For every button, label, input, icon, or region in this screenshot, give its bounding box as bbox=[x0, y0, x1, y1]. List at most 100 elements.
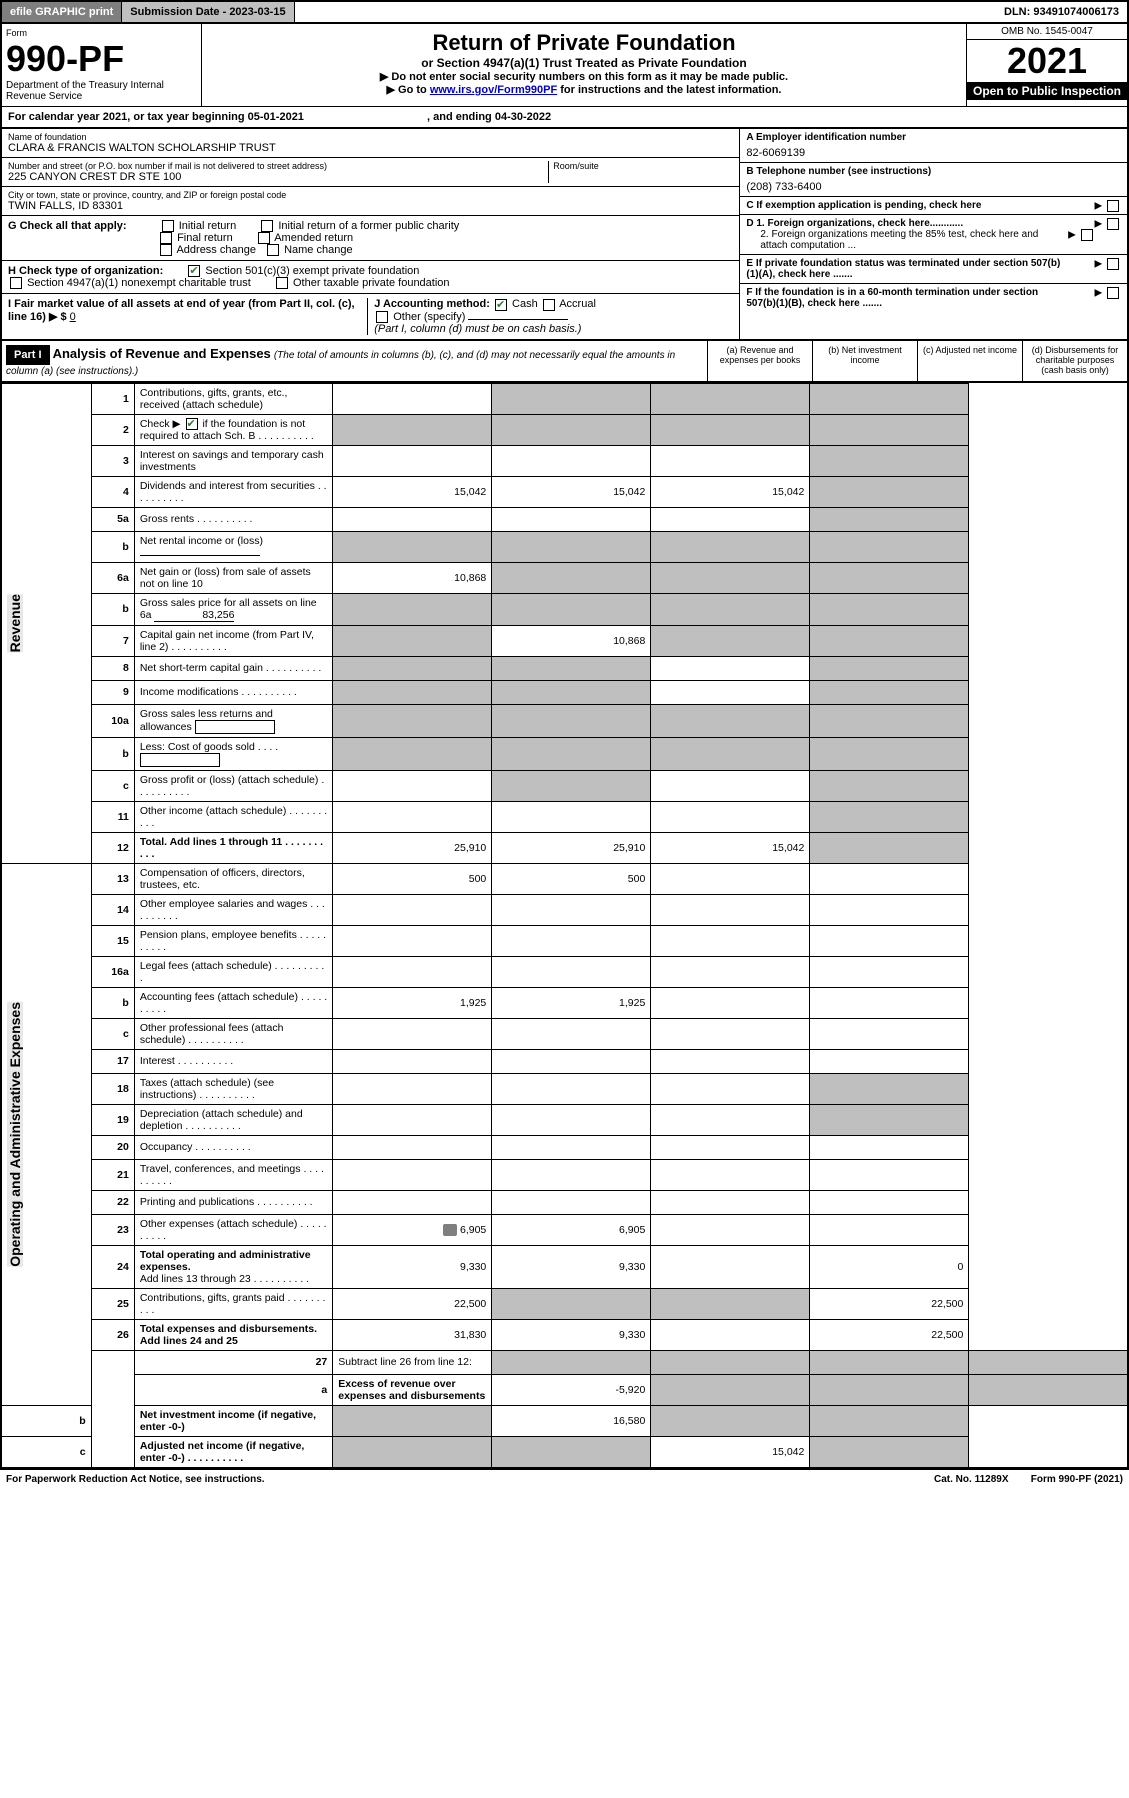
line-17-desc: Interest bbox=[134, 1049, 332, 1073]
line-24-b: 9,330 bbox=[492, 1245, 651, 1288]
line-14-desc: Other employee salaries and wages bbox=[134, 894, 332, 925]
line-25-desc: Contributions, gifts, grants paid bbox=[134, 1288, 332, 1319]
cat-no: Cat. No. 11289X bbox=[934, 1474, 1008, 1485]
expenses-side-label: Operating and Administrative Expenses bbox=[7, 1002, 23, 1267]
analysis-table: Revenue 1Contributions, gifts, grants, e… bbox=[0, 383, 1129, 1469]
line-12-a: 25,910 bbox=[333, 832, 492, 863]
line-12-desc: Total. Add lines 1 through 11 bbox=[134, 832, 332, 863]
line-4-b: 15,042 bbox=[492, 476, 651, 507]
form-subtitle: or Section 4947(a)(1) Trust Treated as P… bbox=[208, 56, 960, 70]
form-header: Form 990-PF Department of the Treasury I… bbox=[0, 24, 1129, 106]
foreign-85-checkbox[interactable] bbox=[1081, 229, 1093, 241]
g-opt-5: Name change bbox=[284, 244, 353, 256]
room-suite-label: Room/suite bbox=[553, 161, 733, 171]
note-post: for instructions and the latest informat… bbox=[557, 84, 781, 96]
amended-return-checkbox[interactable] bbox=[258, 232, 270, 244]
name-change-checkbox[interactable] bbox=[267, 244, 279, 256]
line-18-desc: Taxes (attach schedule) (see instruction… bbox=[134, 1073, 332, 1104]
h-opt-1: Section 501(c)(3) exempt private foundat… bbox=[205, 265, 419, 277]
line-4-c: 15,042 bbox=[651, 476, 810, 507]
e-label: E If private foundation status was termi… bbox=[746, 258, 1066, 280]
line-24-desc: Total operating and administrative expen… bbox=[134, 1245, 332, 1288]
line-26-b: 9,330 bbox=[492, 1319, 651, 1350]
initial-return-former-checkbox[interactable] bbox=[261, 220, 273, 232]
j-label: J Accounting method: bbox=[374, 298, 490, 310]
tax-year-begin: 05-01-2021 bbox=[248, 111, 304, 123]
line-10c-desc: Gross profit or (loss) (attach schedule) bbox=[134, 770, 332, 801]
i-label: I Fair market value of all assets at end… bbox=[8, 298, 355, 323]
line-10a-desc: Gross sales less returns and allowances bbox=[134, 704, 332, 737]
col-c-header: (c) Adjusted net income bbox=[917, 341, 1022, 381]
line-27b-desc: Net investment income (if negative, ente… bbox=[134, 1405, 332, 1436]
cash-method-checkbox[interactable] bbox=[495, 299, 507, 311]
line-27-desc: Subtract line 26 from line 12: bbox=[333, 1350, 492, 1374]
phone-label: B Telephone number (see instructions) bbox=[746, 166, 1121, 177]
line-13-b: 500 bbox=[492, 863, 651, 894]
line-12-b: 25,910 bbox=[492, 832, 651, 863]
instructions-link[interactable]: www.irs.gov/Form990PF bbox=[430, 84, 557, 96]
line-10b-desc: Less: Cost of goods sold . . . . bbox=[134, 737, 332, 770]
top-bar: efile GRAPHIC print Submission Date - 20… bbox=[0, 0, 1129, 24]
phone-value: (208) 733-6400 bbox=[746, 177, 1121, 193]
calyear-mid: , and ending bbox=[427, 111, 495, 123]
calyear-pre: For calendar year 2021, or tax year begi… bbox=[8, 111, 248, 123]
501c3-checkbox[interactable] bbox=[188, 265, 200, 277]
g-opt-1: Initial return of a former public charit… bbox=[278, 220, 459, 232]
section-h: H Check type of organization: Section 50… bbox=[2, 261, 739, 294]
attachment-icon[interactable] bbox=[443, 1224, 457, 1236]
sch-b-not-required-checkbox[interactable] bbox=[186, 418, 198, 430]
h-opt-3: Other taxable private foundation bbox=[293, 277, 450, 289]
final-return-checkbox[interactable] bbox=[160, 232, 172, 244]
h-opt-2: Section 4947(a)(1) nonexempt charitable … bbox=[27, 277, 251, 289]
exemption-pending-checkbox[interactable] bbox=[1107, 200, 1119, 212]
other-method-checkbox[interactable] bbox=[376, 311, 388, 323]
60-month-termination-checkbox[interactable] bbox=[1107, 287, 1119, 299]
line-26-desc: Total expenses and disbursements. Add li… bbox=[134, 1319, 332, 1350]
address: 225 CANYON CREST DR STE 100 bbox=[8, 171, 548, 183]
ein-value: 82-6069139 bbox=[746, 143, 1121, 159]
privacy-note: ▶ Do not enter social security numbers o… bbox=[208, 70, 960, 83]
part1-label: Part I bbox=[6, 345, 50, 365]
line-16b-desc: Accounting fees (attach schedule) bbox=[134, 987, 332, 1018]
efile-print-button[interactable]: efile GRAPHIC print bbox=[2, 2, 122, 22]
line-21-desc: Travel, conferences, and meetings bbox=[134, 1159, 332, 1190]
line-16c-desc: Other professional fees (attach schedule… bbox=[134, 1018, 332, 1049]
line-6b-val: 83,256 bbox=[154, 609, 234, 622]
initial-return-checkbox[interactable] bbox=[162, 220, 174, 232]
j-cash: Cash bbox=[512, 298, 538, 310]
foreign-org-checkbox[interactable] bbox=[1107, 218, 1119, 230]
form-title: Return of Private Foundation bbox=[208, 30, 960, 56]
other-taxable-checkbox[interactable] bbox=[276, 277, 288, 289]
form-label: Form bbox=[6, 28, 197, 38]
g-opt-0: Initial return bbox=[179, 220, 236, 232]
status-terminated-checkbox[interactable] bbox=[1107, 258, 1119, 270]
part1-title: Analysis of Revenue and Expenses bbox=[53, 346, 271, 361]
line-7-desc: Capital gain net income (from Part IV, l… bbox=[134, 625, 332, 656]
dln-label: DLN: 93491074006173 bbox=[996, 2, 1127, 22]
form-number: 990-PF bbox=[6, 38, 197, 80]
line-23-b: 6,905 bbox=[492, 1214, 651, 1245]
4947a1-checkbox[interactable] bbox=[10, 277, 22, 289]
g-label: G Check all that apply: bbox=[8, 220, 127, 232]
c-label: C If exemption application is pending, c… bbox=[746, 200, 981, 211]
accrual-method-checkbox[interactable] bbox=[543, 299, 555, 311]
address-change-checkbox[interactable] bbox=[160, 244, 172, 256]
line-27c-desc: Adjusted net income (if negative, enter … bbox=[134, 1436, 332, 1468]
calendar-year-row: For calendar year 2021, or tax year begi… bbox=[0, 106, 1129, 129]
part1-header-row: Part I Analysis of Revenue and Expenses … bbox=[0, 340, 1129, 383]
line-8-desc: Net short-term capital gain bbox=[134, 656, 332, 680]
line-3-desc: Interest on savings and temporary cash i… bbox=[134, 445, 332, 476]
line-25-d: 22,500 bbox=[810, 1288, 969, 1319]
revenue-side-label: Revenue bbox=[7, 594, 23, 652]
line-15-desc: Pension plans, employee benefits bbox=[134, 925, 332, 956]
line-1-desc: Contributions, gifts, grants, etc., rece… bbox=[134, 383, 332, 414]
line-12-c: 15,042 bbox=[651, 832, 810, 863]
submission-date-label: Submission Date - 2023-03-15 bbox=[122, 2, 294, 22]
line-9-desc: Income modifications bbox=[134, 680, 332, 704]
section-i-j: I Fair market value of all assets at end… bbox=[2, 294, 739, 338]
g-opt-4: Address change bbox=[176, 244, 256, 256]
line-4-desc: Dividends and interest from securities bbox=[134, 476, 332, 507]
form-ref: Form 990-PF (2021) bbox=[1031, 1474, 1123, 1485]
section-g: G Check all that apply: Initial return I… bbox=[2, 216, 739, 261]
line-5b-desc: Net rental income or (loss) bbox=[134, 531, 332, 562]
